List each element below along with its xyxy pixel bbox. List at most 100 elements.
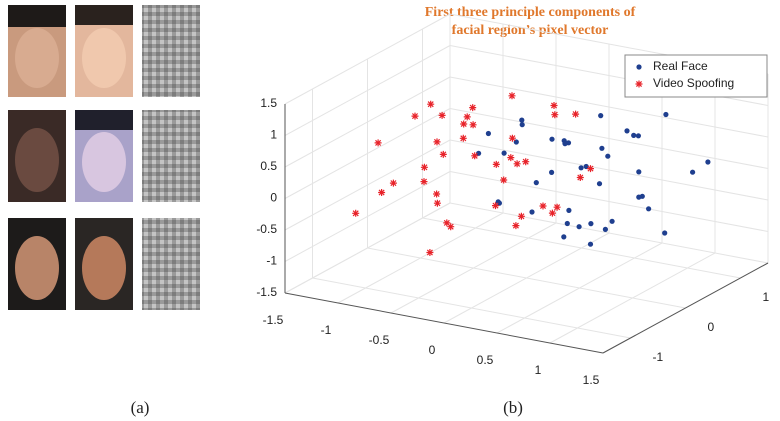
y-tick-label: 1 [763, 290, 770, 304]
dot-marker [624, 128, 630, 134]
dot-marker [529, 209, 535, 215]
grid-line [422, 217, 741, 279]
z-tick-label: 0.5 [260, 159, 277, 173]
dot-marker [587, 241, 594, 247]
dot-marker [501, 150, 507, 156]
star-marker [492, 202, 499, 210]
dot-marker [476, 150, 482, 156]
star-marker [539, 202, 547, 210]
face-row [8, 218, 200, 310]
z-tick-label: 0 [270, 191, 277, 205]
grid-line [367, 247, 686, 309]
dot-marker [605, 153, 611, 159]
star-marker [508, 134, 516, 142]
panel-label: (b) [503, 398, 523, 417]
scatter-plot: First three principle components of facia… [256, 5, 769, 387]
dot-marker [485, 130, 491, 137]
star-marker [492, 160, 500, 168]
star-marker [587, 165, 594, 173]
star-marker [352, 209, 360, 217]
star-marker [389, 179, 397, 187]
star-marker [553, 203, 561, 211]
dot-marker [533, 180, 539, 186]
chart-title: facial region’s pixel vector [452, 23, 609, 38]
dot-marker [549, 169, 555, 175]
dot-marker [564, 220, 570, 227]
dot-marker [598, 113, 604, 119]
star-marker [433, 199, 441, 207]
star-marker [420, 178, 428, 186]
star-marker [522, 158, 530, 166]
star-marker [420, 163, 428, 171]
star-marker [460, 120, 468, 128]
dot-marker [519, 117, 525, 123]
x-tick-label: 0.5 [477, 353, 494, 367]
star-marker [507, 154, 515, 162]
legend-box [624, 54, 768, 98]
x-tick-label: 0 [429, 343, 436, 357]
star-marker [550, 102, 558, 109]
star-marker [517, 212, 525, 220]
legend-label: Real Face [653, 59, 708, 73]
dot-marker [495, 199, 501, 205]
x-tick-label: 1.5 [583, 373, 600, 387]
z-tick-label: -1.5 [256, 285, 277, 299]
star-marker [572, 110, 580, 118]
dot-marker [662, 230, 668, 236]
dot-marker [583, 163, 589, 170]
axis-line [284, 292, 604, 354]
grid-line [312, 277, 631, 339]
legend-marker [636, 64, 642, 70]
star-marker [469, 121, 477, 129]
dot-marker [562, 141, 568, 147]
x-tick-label: -1 [321, 323, 332, 337]
dot-marker [705, 159, 711, 165]
x-tick-label: 1 [535, 363, 542, 377]
face-images [8, 5, 200, 310]
y-tick-label: -1 [653, 350, 664, 364]
star-marker [411, 112, 419, 120]
star-marker [459, 134, 467, 142]
star-marker [512, 222, 520, 230]
dot-marker [576, 224, 582, 230]
dot-marker [636, 169, 642, 175]
star-marker [471, 152, 479, 160]
dot-marker [578, 165, 584, 171]
z-tick-label: -1 [266, 254, 277, 268]
dot-marker [588, 221, 594, 227]
dot-marker [549, 136, 555, 142]
face-row [8, 110, 200, 202]
dot-marker [519, 122, 525, 128]
dot-marker [596, 181, 603, 187]
legend-label: Video Spoofing [653, 76, 734, 90]
star-marker [463, 113, 471, 121]
star-marker [447, 223, 455, 231]
star-marker [433, 190, 441, 198]
star-marker [548, 209, 556, 217]
dot-marker [609, 218, 615, 224]
dot-marker [646, 206, 652, 212]
dot-marker [663, 111, 669, 118]
x-tick-label: -0.5 [369, 333, 390, 347]
star-marker [439, 150, 447, 158]
star-marker [427, 100, 435, 108]
z-tick-label: 1.5 [260, 96, 277, 110]
star-marker [426, 249, 434, 256]
z-tick-label: 1 [270, 128, 277, 142]
star-marker [378, 189, 386, 196]
axis-line [602, 262, 769, 354]
dot-marker [635, 133, 642, 139]
dot-marker [561, 234, 567, 240]
dot-marker [566, 207, 572, 213]
star-marker [438, 111, 446, 119]
chart-title: First three principle components of [425, 5, 636, 20]
face-row [8, 5, 200, 97]
z-tick-label: -0.5 [256, 222, 277, 236]
star-marker [576, 174, 584, 181]
star-marker [433, 138, 441, 146]
legend-marker [635, 80, 643, 88]
star-marker [500, 176, 508, 184]
x-tick-label: -1.5 [263, 313, 284, 327]
dot-marker [599, 145, 605, 151]
